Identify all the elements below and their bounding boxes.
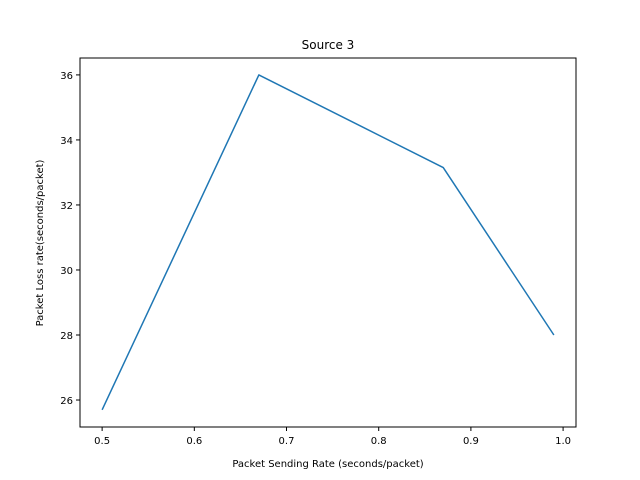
x-tick-label: 0.8 [371,436,387,447]
y-axis-ticks: 26 28 30 32 34 36 [60,71,80,407]
y-tick-label: 28 [60,331,73,342]
x-axis-label: Packet Sending Rate (seconds/packet) [232,459,423,470]
y-axis-label: Packet Loss rate(seconds/packet) [35,159,46,326]
x-axis-ticks: 0.5 0.6 0.7 0.8 0.9 1.0 [94,427,571,447]
x-tick-label: 0.7 [279,436,295,447]
y-tick-label: 30 [60,266,73,277]
x-tick-label: 0.6 [186,436,202,447]
plot-area [101,74,555,411]
series-line [101,74,555,411]
plot-frame [79,57,577,428]
y-tick-label: 26 [60,396,73,407]
y-tick-label: 32 [60,201,73,212]
x-tick-label: 0.5 [94,436,110,447]
x-tick-label: 1.0 [555,436,571,447]
chart-title: Source 3 [302,38,355,52]
x-tick-label: 0.9 [463,436,479,447]
y-tick-label: 34 [60,136,73,147]
y-tick-label: 36 [60,71,73,82]
